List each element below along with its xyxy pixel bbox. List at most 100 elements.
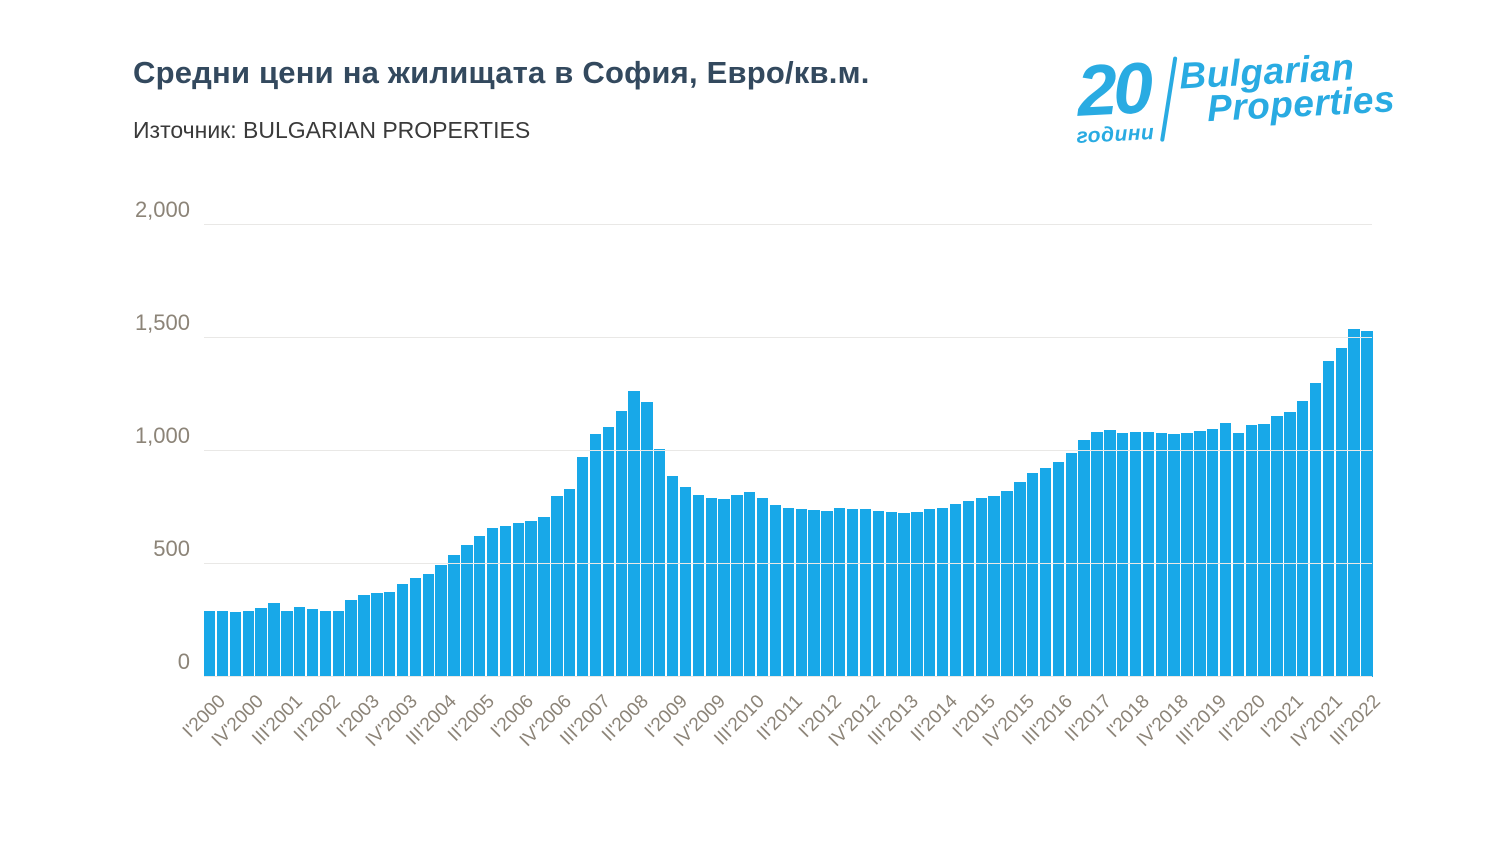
bar — [744, 492, 756, 677]
y-axis: 0 500 1,000 1,500 2,000 — [120, 197, 190, 677]
bar — [1104, 429, 1116, 677]
bar — [705, 497, 717, 677]
bar — [345, 599, 357, 677]
logo-divider — [1159, 56, 1178, 142]
bar — [551, 495, 563, 677]
bar — [1361, 331, 1373, 677]
bar — [1001, 490, 1013, 677]
bar — [988, 495, 1000, 677]
bar — [538, 516, 550, 677]
bar — [898, 513, 910, 677]
bar — [1297, 401, 1309, 677]
bar — [332, 611, 344, 677]
bar — [474, 535, 486, 677]
bar — [1284, 412, 1296, 677]
bar — [358, 594, 370, 677]
bar — [448, 554, 460, 677]
bar — [1039, 467, 1052, 677]
bar — [975, 498, 987, 677]
bar — [1027, 473, 1039, 677]
bar — [1181, 433, 1193, 677]
bar — [306, 608, 319, 677]
bar — [1117, 432, 1129, 677]
bar — [808, 510, 820, 677]
bar — [936, 507, 949, 677]
bar — [268, 602, 280, 677]
bar — [756, 497, 769, 677]
gridline — [204, 337, 1372, 338]
gridline — [204, 224, 1372, 225]
x-axis: I'2000 IV'2000 III'2001 II'2002 I'2003 IV'200… — [179, 677, 1385, 797]
bar — [641, 402, 653, 677]
bar — [911, 511, 923, 677]
bar — [885, 511, 897, 677]
bar — [255, 608, 267, 677]
bar — [1219, 423, 1232, 677]
bar — [666, 476, 679, 677]
source-label: Източник: BULGARIAN PROPERTIES — [133, 117, 531, 143]
bar — [409, 578, 422, 677]
bar — [1335, 348, 1347, 677]
bar — [679, 487, 692, 677]
bar — [769, 505, 782, 677]
gridline — [204, 450, 1372, 451]
bar — [718, 498, 730, 677]
bar — [204, 610, 216, 677]
bar — [1232, 433, 1245, 677]
bar — [615, 410, 627, 677]
bar — [1207, 429, 1219, 677]
bar — [1194, 431, 1206, 677]
bar — [422, 573, 434, 677]
bar — [1155, 433, 1167, 677]
bar — [499, 526, 512, 677]
gridline — [204, 563, 1372, 564]
bar — [962, 500, 975, 677]
y-axis-tick: 1,000 — [134, 423, 190, 448]
bar — [1052, 461, 1065, 677]
bar — [525, 520, 537, 677]
bar — [1065, 453, 1077, 677]
bar — [1129, 431, 1142, 677]
bar — [281, 610, 293, 677]
bar — [1091, 431, 1103, 677]
bar — [1309, 383, 1322, 677]
bar — [859, 509, 872, 677]
y-axis-tick: 2,000 — [134, 197, 190, 222]
bar — [242, 610, 254, 677]
y-axis-tick: 500 — [153, 536, 190, 561]
y-axis-tick: 0 — [177, 649, 190, 674]
bar — [924, 509, 936, 677]
bar — [602, 427, 614, 677]
bar — [1245, 425, 1257, 677]
bar — [1258, 424, 1270, 677]
bar — [795, 509, 807, 677]
bulgarian-properties-logo: 20 години Bulgarian Properties — [1072, 41, 1422, 164]
bar-series — [204, 225, 1373, 677]
bar — [371, 592, 383, 677]
bar — [782, 507, 795, 677]
bar — [576, 457, 589, 677]
bar — [1168, 434, 1180, 677]
bar — [564, 489, 576, 677]
logo-brand-name: Bulgarian Properties — [1178, 46, 1396, 129]
bar — [834, 507, 846, 677]
bar — [1271, 415, 1283, 677]
bar — [1348, 328, 1360, 677]
bar — [821, 510, 833, 677]
bar — [1142, 432, 1155, 677]
bar — [846, 508, 859, 677]
bar — [1322, 360, 1335, 677]
bar — [628, 391, 640, 677]
page-title: Средни цени на жилищата в София, Евро/кв… — [133, 55, 870, 90]
logo-years-label: години — [1075, 120, 1155, 148]
bar — [949, 503, 962, 677]
bar — [486, 528, 499, 677]
gridline — [204, 676, 1372, 677]
bar — [512, 523, 524, 677]
bar — [731, 495, 743, 677]
bar — [872, 510, 885, 677]
bar — [692, 495, 705, 677]
logo-anniversary: 20 години — [1073, 48, 1155, 148]
bar — [435, 564, 447, 677]
